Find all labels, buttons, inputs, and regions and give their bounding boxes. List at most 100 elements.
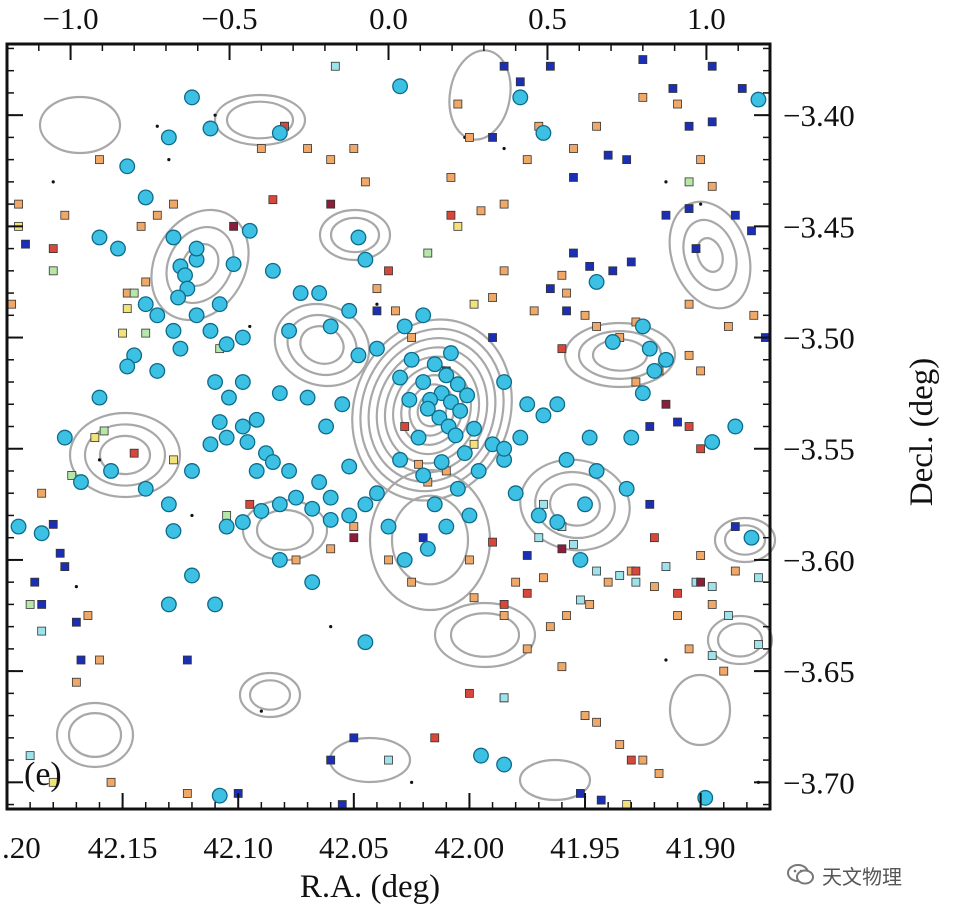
galaxy-square [539, 573, 548, 583]
galaxy-circle [459, 387, 476, 404]
galaxy-circle [512, 429, 529, 446]
galaxy-square [21, 239, 30, 249]
galaxy-square [229, 221, 238, 231]
galaxy-circle [165, 322, 182, 339]
galaxy-square [129, 288, 139, 298]
galaxy-circle [558, 451, 575, 468]
galaxy-circle [165, 229, 182, 246]
galaxy-square [407, 333, 417, 342]
galaxy-square [684, 422, 694, 431]
galaxy-square [684, 177, 694, 187]
galaxy-circle [634, 318, 651, 335]
galaxy-circle [396, 551, 413, 568]
galaxy-circle [512, 89, 529, 106]
galaxy-square [631, 566, 641, 576]
galaxy-circle [311, 474, 328, 491]
galaxy-square [511, 577, 521, 587]
galaxy-square [326, 199, 336, 209]
contour-line [55, 701, 135, 769]
galaxy-square [730, 210, 740, 220]
galaxy-circle [426, 356, 443, 373]
galaxy-dot [410, 780, 414, 784]
galaxy-dot [664, 180, 668, 184]
x-tick-label: 42.10 [203, 830, 273, 865]
top-tick-label: 1.0 [687, 1, 726, 36]
contour-line [668, 200, 752, 310]
galaxy-circle [211, 414, 228, 431]
galaxy-square [545, 622, 555, 632]
galaxy-square [529, 306, 539, 316]
galaxy-square [730, 566, 740, 576]
galaxy-circle [10, 518, 27, 535]
galaxy-square [391, 306, 400, 316]
galaxy-circle [507, 485, 524, 502]
galaxy-circle [392, 369, 409, 386]
galaxy-square [522, 588, 532, 598]
galaxy-circle [234, 374, 251, 390]
contour-line [150, 208, 250, 322]
galaxy-square [499, 61, 509, 71]
galaxy-square [585, 600, 595, 609]
contour-line [299, 325, 345, 365]
x-tick-label: 42.05 [319, 830, 389, 865]
galaxy-square [407, 577, 417, 587]
galaxy-square [522, 155, 532, 165]
galaxy-square [469, 439, 479, 449]
galaxy-circle [641, 340, 658, 357]
galaxy-circle [218, 336, 235, 353]
x-tick-label: .20 [2, 830, 41, 865]
galaxy-square [499, 600, 509, 609]
galaxy-dot [167, 158, 171, 162]
galaxy-circle [350, 347, 367, 364]
galaxy-square [118, 328, 128, 338]
watermark-text: 天文物理 [822, 864, 902, 889]
galaxy-square [580, 310, 590, 320]
x-tick-label: 41.95 [550, 830, 620, 865]
galaxy-square [256, 144, 266, 153]
galaxy-square [469, 299, 479, 309]
galaxy-circle [184, 463, 200, 479]
galaxy-circle [658, 351, 674, 368]
top-tick-label: −0.5 [201, 1, 257, 36]
galaxy-square [48, 266, 58, 276]
galaxy-circle [91, 389, 108, 406]
galaxy-circle [188, 307, 205, 324]
galaxy-circle [234, 514, 251, 531]
galaxy-square [488, 537, 497, 547]
galaxy-circle [264, 454, 281, 471]
galaxy-square [661, 210, 671, 220]
galaxy-circle [646, 362, 663, 379]
galaxy-square [638, 55, 648, 64]
galaxy-circle [211, 787, 228, 804]
galaxy-square [76, 655, 86, 665]
galaxy-circle [207, 374, 224, 390]
galaxy-square [326, 155, 336, 165]
galaxy-square [562, 288, 571, 298]
galaxy-circle [241, 222, 258, 239]
galaxy-square [222, 511, 232, 520]
galaxy-square [608, 266, 618, 276]
contour-line [563, 321, 677, 389]
contour-line [367, 336, 497, 484]
galaxy-circle [368, 485, 385, 502]
galaxy-square [465, 555, 474, 565]
galaxy-circle [202, 120, 219, 137]
x-tick-label: 42.15 [88, 830, 158, 865]
galaxy-circle [160, 596, 177, 613]
y-tick-label: −3.55 [783, 432, 855, 467]
galaxy-circle [350, 229, 367, 246]
y-axis-title: Decl. (deg) [904, 358, 940, 506]
y-tick-label: −3.50 [783, 321, 855, 356]
galaxy-square [245, 499, 255, 509]
galaxy-circle [449, 376, 466, 393]
galaxy-circle [461, 507, 478, 524]
galaxy-square [488, 133, 497, 142]
galaxy-square [576, 595, 585, 605]
galaxy-square [557, 270, 567, 280]
galaxy-circle [466, 420, 482, 437]
galaxy-square [557, 544, 567, 554]
galaxy-square [592, 121, 601, 131]
galaxy-square [592, 566, 601, 576]
galaxy-square [349, 522, 359, 531]
